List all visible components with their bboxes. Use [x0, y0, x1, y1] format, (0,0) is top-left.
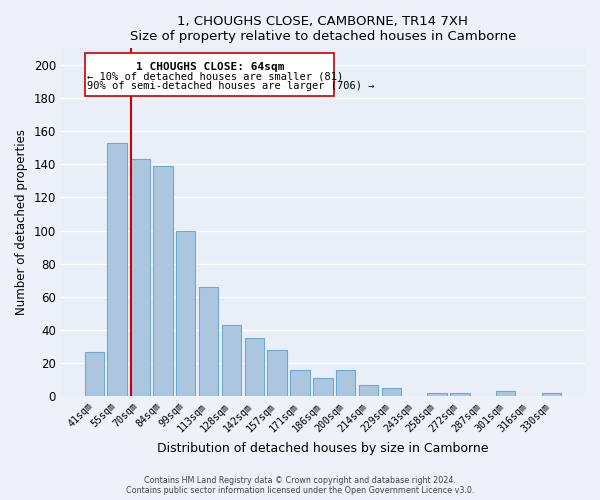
- Bar: [245, 338, 264, 396]
- Bar: [153, 166, 173, 396]
- X-axis label: Distribution of detached houses by size in Camborne: Distribution of detached houses by size …: [157, 442, 488, 455]
- Bar: [222, 325, 241, 396]
- Title: 1, CHOUGHS CLOSE, CAMBORNE, TR14 7XH
Size of property relative to detached house: 1, CHOUGHS CLOSE, CAMBORNE, TR14 7XH Siz…: [130, 15, 516, 43]
- Bar: [451, 393, 470, 396]
- Bar: [176, 230, 196, 396]
- Bar: [85, 54, 334, 96]
- Bar: [130, 160, 150, 396]
- Bar: [336, 370, 355, 396]
- Bar: [290, 370, 310, 396]
- Text: Contains HM Land Registry data © Crown copyright and database right 2024.
Contai: Contains HM Land Registry data © Crown c…: [126, 476, 474, 495]
- Bar: [542, 393, 561, 396]
- Text: 90% of semi-detached houses are larger (706) →: 90% of semi-detached houses are larger (…: [88, 82, 375, 92]
- Text: ← 10% of detached houses are smaller (81): ← 10% of detached houses are smaller (81…: [88, 72, 344, 82]
- Text: 1 CHOUGHS CLOSE: 64sqm: 1 CHOUGHS CLOSE: 64sqm: [136, 62, 284, 72]
- Bar: [268, 350, 287, 397]
- Bar: [359, 384, 379, 396]
- Y-axis label: Number of detached properties: Number of detached properties: [15, 130, 28, 316]
- Bar: [313, 378, 332, 396]
- Bar: [199, 287, 218, 397]
- Bar: [382, 388, 401, 396]
- Bar: [85, 352, 104, 397]
- Bar: [496, 392, 515, 396]
- Bar: [107, 143, 127, 397]
- Bar: [427, 393, 447, 396]
